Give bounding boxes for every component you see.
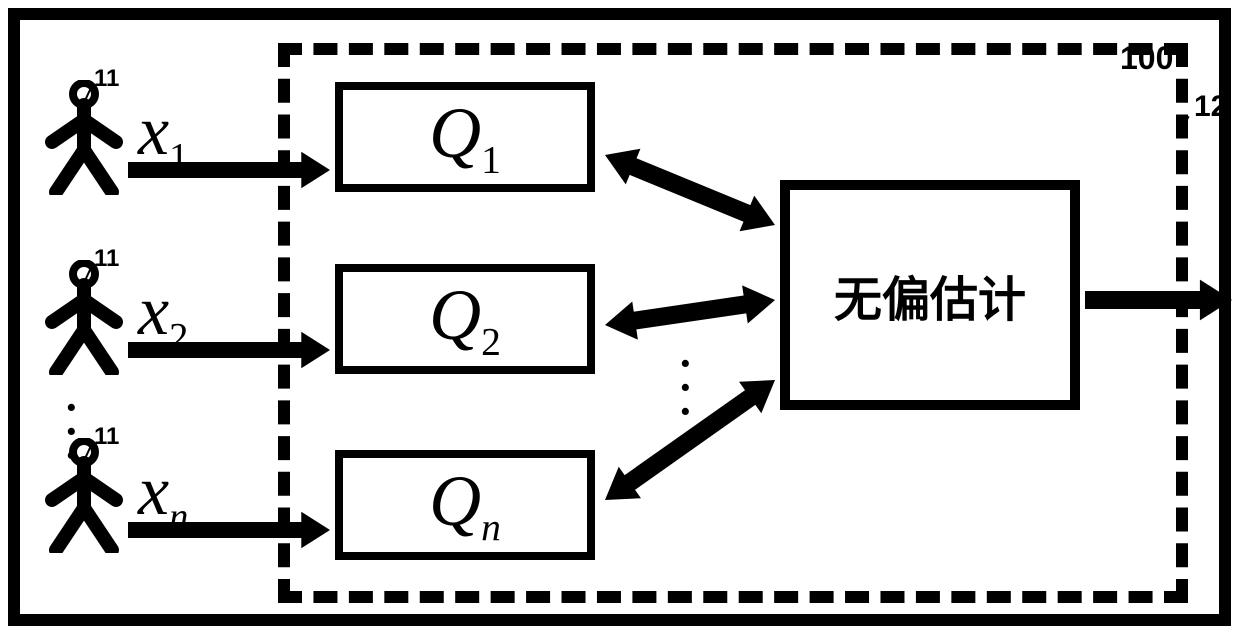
- q-box: Qn: [335, 450, 595, 560]
- vertical-dots-left: ···: [64, 396, 79, 469]
- ref-100-label: 100: [1120, 40, 1173, 77]
- x-label: xn: [138, 452, 188, 539]
- person-ref-label: 11: [94, 65, 119, 93]
- x-label: x2: [138, 272, 188, 359]
- person-ref-label: 11: [94, 423, 119, 451]
- q-box: Q1: [335, 82, 595, 192]
- x-label: x1: [138, 92, 188, 179]
- vertical-dots-middle: ···: [678, 352, 693, 425]
- q-box: Q2: [335, 264, 595, 374]
- estimator-text: 无偏估计: [834, 260, 1026, 330]
- estimator-box: 无偏估计: [780, 180, 1080, 410]
- ref-12-label: 12: [1194, 90, 1227, 124]
- person-ref-label: 11: [94, 245, 119, 273]
